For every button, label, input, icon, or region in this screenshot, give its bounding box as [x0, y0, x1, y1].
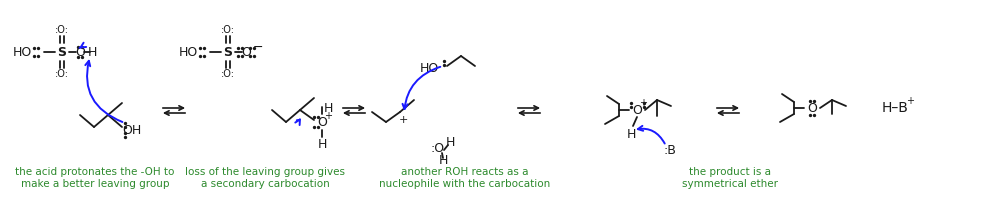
Text: OH: OH [123, 124, 141, 138]
Text: −: − [252, 40, 263, 53]
Text: O: O [75, 46, 84, 58]
Text: the product is a
symmetrical ether: the product is a symmetrical ether [682, 167, 778, 189]
Text: HO: HO [13, 46, 32, 58]
FancyArrowPatch shape [85, 61, 123, 122]
Text: H: H [323, 102, 333, 114]
FancyArrowPatch shape [296, 119, 300, 125]
Text: the acid protonates the -OH to
make a better leaving group: the acid protonates the -OH to make a be… [16, 167, 175, 189]
Text: O: O [807, 102, 817, 114]
Text: O: O [317, 116, 327, 129]
Text: H: H [445, 136, 455, 150]
FancyArrowPatch shape [638, 126, 665, 144]
Text: :B: :B [664, 144, 677, 156]
Text: O: O [241, 46, 251, 58]
Text: +: + [639, 98, 647, 108]
Text: loss of the leaving group gives
a secondary carbocation: loss of the leaving group gives a second… [185, 167, 345, 189]
Text: :O: :O [431, 142, 445, 154]
Text: S: S [224, 46, 233, 58]
FancyArrowPatch shape [403, 67, 440, 109]
Text: H: H [438, 154, 448, 166]
Text: +: + [324, 111, 332, 121]
Text: H–B: H–B [882, 101, 908, 115]
Text: O: O [632, 104, 642, 116]
Text: :O:: :O: [55, 25, 69, 35]
Text: H: H [317, 138, 327, 150]
Text: +: + [906, 96, 914, 106]
Text: another ROH reacts as a
nucleophile with the carbocation: another ROH reacts as a nucleophile with… [379, 167, 551, 189]
Text: :O:: :O: [221, 69, 235, 79]
Text: :O:: :O: [221, 25, 235, 35]
Text: H: H [627, 128, 635, 140]
Text: S: S [58, 46, 67, 58]
Text: :O:: :O: [55, 69, 69, 79]
Text: +: + [399, 115, 408, 125]
Text: H: H [87, 46, 96, 58]
Text: HO: HO [179, 46, 198, 58]
Text: HO: HO [419, 62, 439, 74]
FancyArrowPatch shape [80, 43, 86, 48]
